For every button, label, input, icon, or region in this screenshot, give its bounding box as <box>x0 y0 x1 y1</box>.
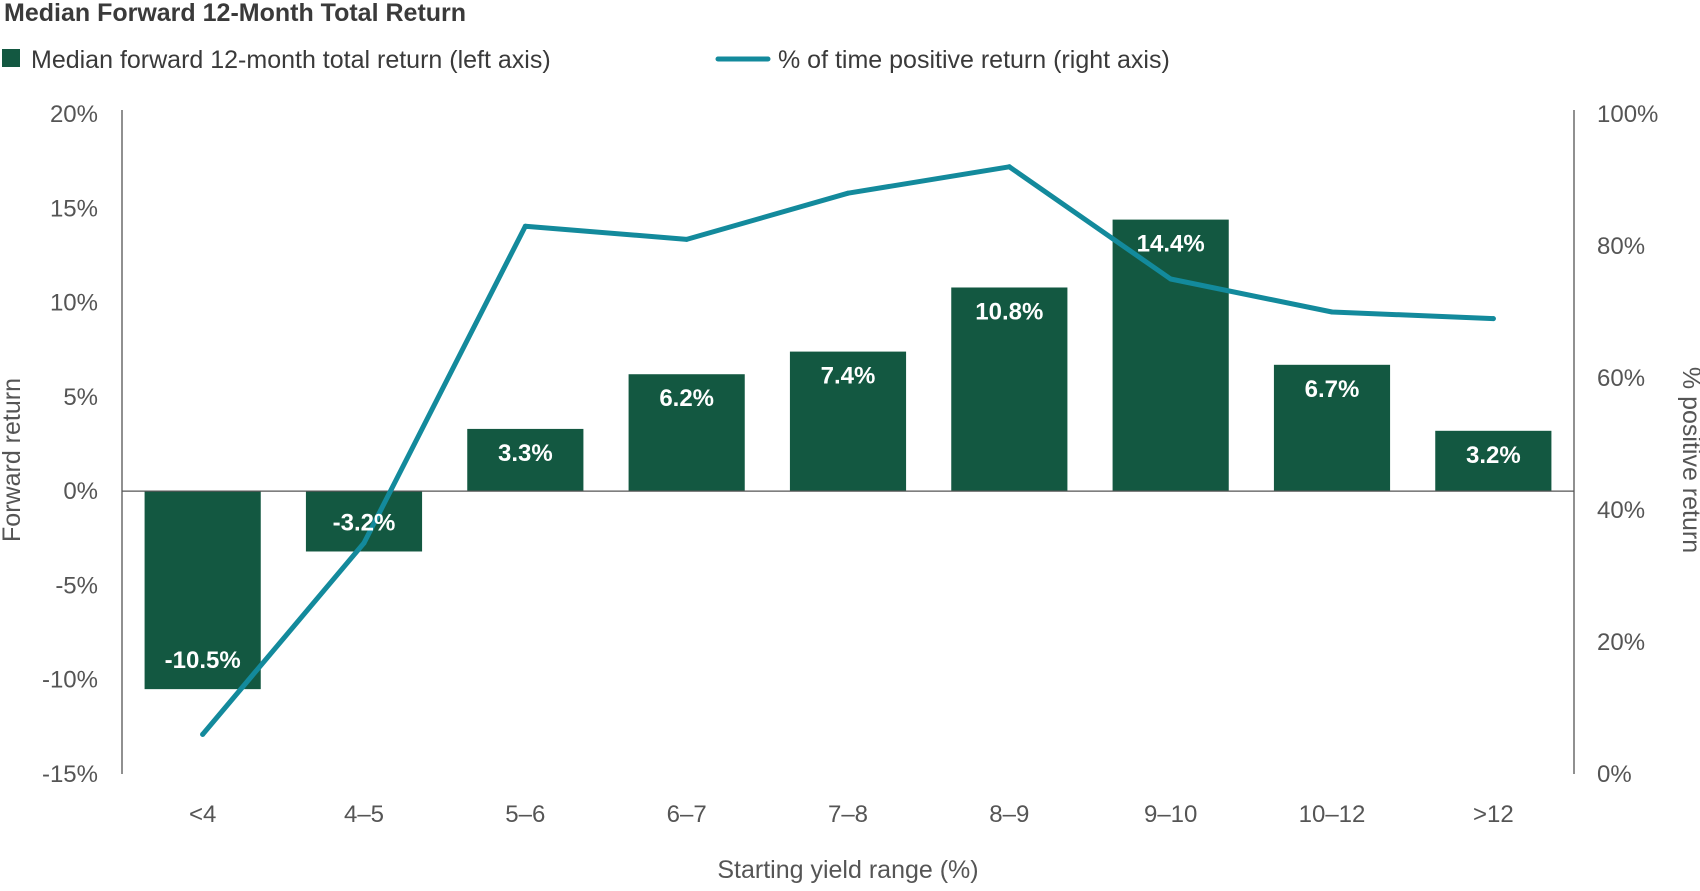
y2-tick-4: 20% <box>1597 629 1645 656</box>
bar-label-1: -3.2% <box>333 509 396 536</box>
bar-label-0: -10.5% <box>165 647 241 674</box>
y2-axis-title: % positive return <box>1677 367 1700 553</box>
line-point-1 <box>361 540 367 546</box>
legend: Median forward 12-month total return (le… <box>2 46 1170 74</box>
bar-4 <box>789 351 907 492</box>
bar-5 <box>951 287 1068 492</box>
line-point-0 <box>200 731 206 737</box>
line-point-8 <box>1490 316 1496 322</box>
bar-3 <box>628 374 745 492</box>
y2-tick-3: 40% <box>1597 497 1645 524</box>
x-tick-2: 5–6 <box>505 801 545 828</box>
bar-series <box>144 219 1552 690</box>
y-tick-4: 0% <box>63 478 98 505</box>
y2-tick-1: 80% <box>1597 233 1645 260</box>
bar-label-4: 7.4% <box>821 363 876 390</box>
legend-label-bars: Median forward 12-month total return (le… <box>31 46 551 74</box>
y-tick-6: -10% <box>42 667 98 694</box>
legend-swatch-bars <box>2 49 20 67</box>
line-point-7 <box>1329 309 1335 315</box>
line-series <box>200 164 1496 737</box>
x-tick-3: 6–7 <box>667 801 707 828</box>
y2-tick-0: 100% <box>1597 101 1658 128</box>
bar-label-5: 10.8% <box>975 298 1043 325</box>
y2-tick-5: 0% <box>1597 761 1632 788</box>
bar-label-3: 6.2% <box>659 385 714 412</box>
legend-label-line: % of time positive return (right axis) <box>778 46 1170 74</box>
axes <box>121 110 1575 774</box>
line-point-3 <box>684 236 690 242</box>
chart-title: Median Forward 12-Month Total Return <box>4 0 466 27</box>
bar-labels: -10.5% -3.2% 3.3% 6.2% 7.4% 10.8% 14.4% 6.7% 3.2… <box>165 231 1521 675</box>
bar-2 <box>467 428 584 492</box>
x-tick-4: 7–8 <box>828 801 868 828</box>
y-tick-3: 5% <box>63 384 98 411</box>
x-tick-8: >12 <box>1473 801 1514 828</box>
line-point-5 <box>1006 164 1012 170</box>
bar-label-8: 3.2% <box>1466 442 1521 469</box>
line-point-2 <box>522 223 528 229</box>
bar-6 <box>1112 219 1229 492</box>
bar-0 <box>144 491 261 690</box>
x-axis-title: Starting yield range (%) <box>717 856 978 884</box>
x-tick-1: 4–5 <box>344 801 384 828</box>
bar-label-6: 14.4% <box>1137 231 1205 258</box>
y-tick-7: -15% <box>42 761 98 788</box>
x-tick-7: 10–12 <box>1299 801 1366 828</box>
x-tick-5: 8–9 <box>989 801 1029 828</box>
line-point-6 <box>1168 276 1174 282</box>
y-axis-title: Forward return <box>0 378 26 542</box>
y-tick-0: 20% <box>50 101 98 128</box>
bar-7 <box>1273 364 1391 492</box>
y2-tick-2: 60% <box>1597 365 1645 392</box>
y-tick-1: 15% <box>50 195 98 222</box>
y-tick-5: -5% <box>55 572 98 599</box>
y-tick-2: 10% <box>50 290 98 317</box>
x-tick-0: <4 <box>189 801 216 828</box>
bar-label-7: 6.7% <box>1305 376 1360 403</box>
bar-label-2: 3.3% <box>498 440 553 467</box>
x-tick-6: 9–10 <box>1144 801 1197 828</box>
bar-8 <box>1435 430 1552 492</box>
line-point-4 <box>845 190 851 196</box>
tick-labels: 20% 15% 10% 5% 0% -5% -10% -15% 100% 80% 60% 40% 20%… <box>42 101 1658 828</box>
